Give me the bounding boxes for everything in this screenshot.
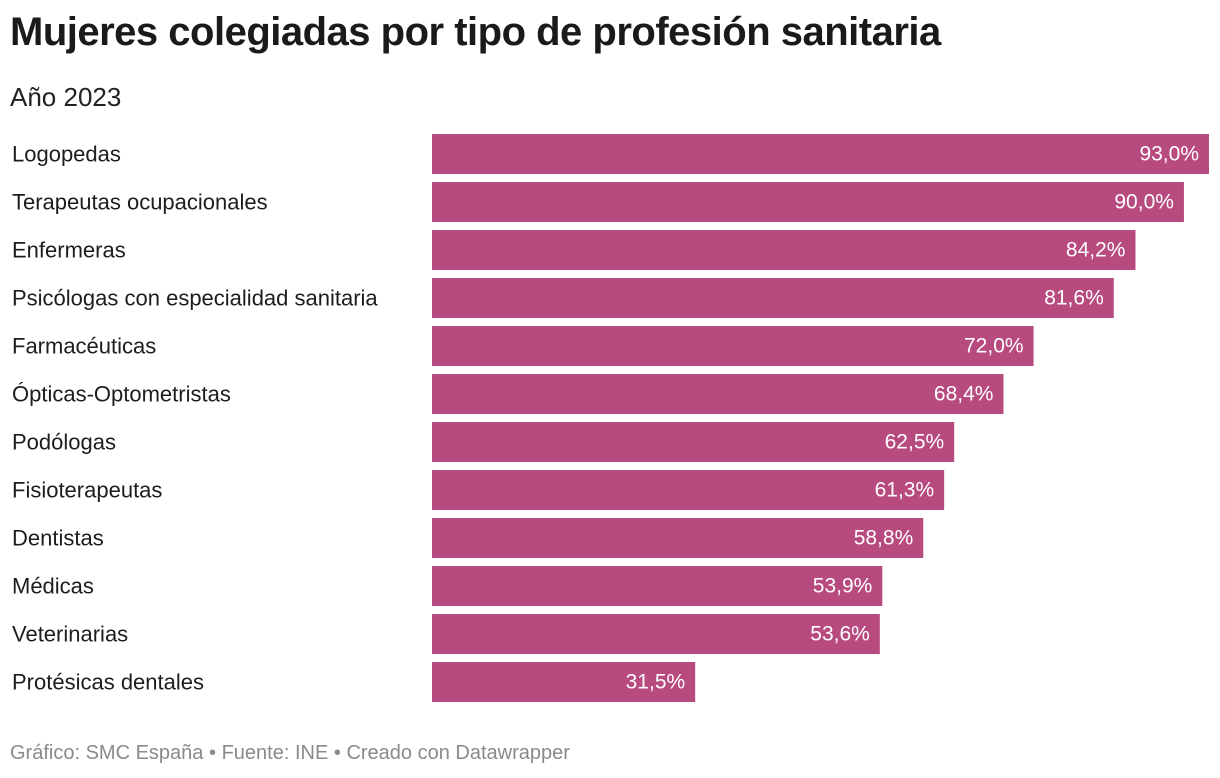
bar — [432, 134, 1209, 174]
bar-row: Médicas 53,9% — [12, 566, 883, 606]
bar — [432, 230, 1136, 270]
category-label: Terapeutas ocupacionales — [12, 190, 268, 215]
footer-separator-1: • — [209, 742, 217, 764]
bar-row: Farmacéuticas 72,0% — [12, 326, 1034, 366]
value-label: 72,0% — [964, 335, 1024, 358]
bar — [432, 614, 880, 654]
bar-row: Terapeutas ocupacionales 90,0% — [12, 182, 1184, 222]
bar-row: Enfermeras 84,2% — [12, 230, 1136, 270]
category-label: Fisioterapeutas — [12, 478, 162, 503]
value-label: 90,0% — [1114, 191, 1174, 214]
bar-row: Podólogas 62,5% — [12, 422, 955, 462]
value-label: 62,5% — [885, 431, 945, 454]
value-label: 53,6% — [810, 623, 870, 646]
value-label: 81,6% — [1044, 287, 1104, 310]
bar-row: Dentistas 58,8% — [12, 518, 924, 558]
value-label: 53,9% — [813, 575, 873, 598]
category-label: Protésicas dentales — [12, 670, 204, 695]
bar-row: Logopedas 93,0% — [12, 134, 1209, 174]
value-label: 68,4% — [934, 383, 994, 406]
value-label: 58,8% — [854, 527, 914, 550]
bar — [432, 182, 1184, 222]
footer-grafico-value: SMC España — [85, 742, 204, 764]
value-label: 31,5% — [626, 671, 686, 694]
bar-row: Fisioterapeutas 61,3% — [12, 470, 945, 510]
chart-title: Mujeres colegiadas por tipo de profesión… — [10, 10, 941, 54]
footer-creado: Creado con Datawrapper — [346, 742, 570, 764]
category-label: Enfermeras — [12, 238, 126, 263]
category-label: Ópticas-Optometristas — [12, 382, 231, 407]
bar — [432, 278, 1114, 318]
bar-row: Psicólogas con especialidad sanitaria 81,… — [12, 278, 1114, 318]
footer-credits: Gráfico: SMC España • Fuente: INE • Crea… — [10, 742, 570, 765]
bar — [432, 662, 696, 702]
bar — [432, 422, 955, 462]
bar-row: Protésicas dentales 31,5% — [12, 662, 696, 702]
category-label: Veterinarias — [12, 622, 128, 647]
bar-row: Ópticas-Optometristas 68,4% — [12, 374, 1004, 414]
category-label: Dentistas — [12, 526, 104, 551]
value-label: 61,3% — [875, 479, 935, 502]
category-label: Psicólogas con especialidad sanitaria — [12, 286, 378, 311]
bar — [432, 518, 924, 558]
bar — [432, 374, 1004, 414]
bar-chart: Logopedas 93,0% Terapeutas ocupacionales 90… — [12, 134, 1209, 702]
category-label: Podólogas — [12, 430, 116, 455]
category-label: Médicas — [12, 574, 94, 599]
value-label: 84,2% — [1066, 239, 1126, 262]
value-label: 93,0% — [1139, 143, 1199, 166]
chart-subtitle: Año 2023 — [10, 82, 122, 112]
footer-separator-2: • — [333, 742, 341, 764]
footer-grafico-label: Gráfico: — [10, 742, 81, 764]
bar — [432, 470, 945, 510]
bar — [432, 566, 883, 606]
bar — [432, 326, 1034, 366]
category-label: Farmacéuticas — [12, 334, 156, 359]
footer-fuente-label: Fuente: — [221, 742, 290, 764]
category-label: Logopedas — [12, 142, 121, 167]
bar-row: Veterinarias 53,6% — [12, 614, 880, 654]
footer-fuente-value: INE — [294, 742, 329, 764]
